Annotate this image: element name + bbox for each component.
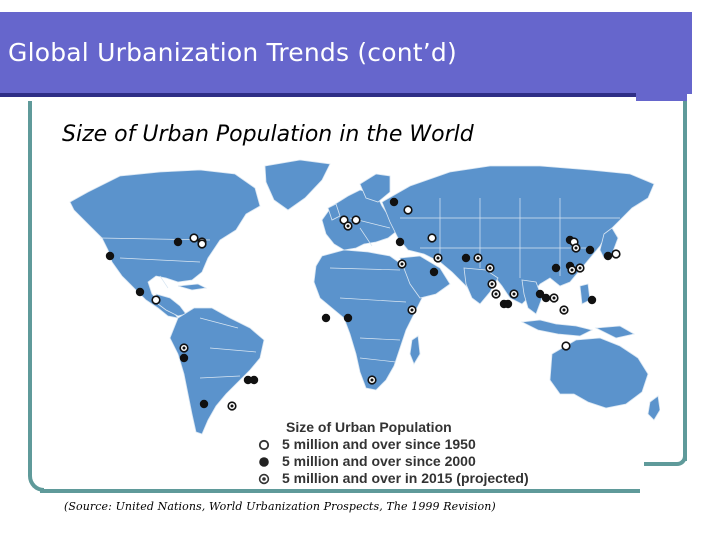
city-marker-since-2000 [461,253,471,263]
legend-label: 5 million and over since 1950 [282,436,476,452]
city-marker-2015 [343,221,353,231]
frame-corner-left [28,456,44,492]
greenland [264,159,331,211]
city-marker-since-1950 [561,341,571,351]
city-marker-since-1950 [197,239,207,249]
open-circle-icon [258,439,270,450]
city-marker-since-2000 [395,237,405,247]
border-lines [99,198,620,379]
city-marker-since-2000 [541,293,551,303]
city-marker-2015 [179,343,189,353]
frame-corner-right [644,456,687,466]
city-marker-2015 [567,265,577,275]
city-marker-since-2000 [243,375,253,385]
city-marker-since-2000 [199,399,209,409]
madagascar [409,335,421,365]
city-marker-since-2000 [343,313,353,323]
legend-label: 5 million and over in 2015 (projected) [282,470,529,486]
legend-title: Size of Urban Population [286,419,452,435]
scandinavia [359,173,391,203]
city-marker-2015 [559,305,569,315]
city-marker-since-2000 [535,289,545,299]
title-bar [0,12,692,94]
frame-bottom [40,489,640,493]
city-marker-since-2000 [105,251,115,261]
map-subtitle: Size of Urban Population in the World [62,122,474,147]
asia [381,165,655,305]
city-marker-since-2000 [321,313,331,323]
new-zealand [647,395,660,421]
british-isles [327,203,341,221]
city-marker-2015 [433,253,443,263]
city-marker-since-2000 [551,263,561,273]
frame-top-right [636,93,687,101]
country-borders [99,198,620,379]
legend-item-2015-projected: 5 million and over in 2015 (projected) [258,470,558,487]
title-rule-highlight [0,97,636,101]
world-map [60,158,660,488]
central-america [155,293,187,317]
city-marker-since-2000 [173,237,183,247]
city-marker-2015 [571,243,581,253]
australia [549,337,649,409]
city-marker-2015 [407,305,417,315]
world-map-svg [69,159,660,435]
city-marker-2015 [491,289,501,299]
city-marker-since-2000 [249,375,259,385]
city-marker-2015 [473,253,483,263]
city-marker-since-1950 [403,205,413,215]
city-marker-2015 [575,263,585,273]
legend-item-since-2000: 5 million and over since 2000 [258,453,558,470]
city-marker-since-2000 [179,353,189,363]
north-america [69,169,261,319]
arabian-peninsula [399,255,451,299]
city-marker-since-1950 [351,215,361,225]
indonesia [520,319,594,337]
frame-left [28,101,32,461]
continents [69,159,660,435]
city-marker-2015 [487,279,497,289]
city-marker-since-1950 [427,233,437,243]
city-marker-since-2000 [587,295,597,305]
new-guinea [594,325,636,339]
city-marker-2015 [549,293,559,303]
south-america [169,307,265,435]
map-legend: Size of Urban Population 5 million and o… [258,418,558,487]
city-marker-since-2000 [429,267,439,277]
city-markers [105,197,621,411]
legend-item-since-1950: 5 million and over since 1950 [258,436,558,453]
city-marker-2015 [367,375,377,385]
ring-dot-icon [258,473,270,484]
city-marker-since-2000 [389,197,399,207]
frame-right [683,101,687,461]
southeast-asia [521,279,543,315]
filled-circle-icon [259,456,269,467]
legend-label: 5 million and over since 2000 [282,453,476,469]
city-marker-since-1950 [611,249,621,259]
source-citation: (Source: United Nations, World Urbanizat… [64,500,496,513]
city-marker-since-1950 [189,233,199,243]
city-marker-2015 [485,263,495,273]
city-marker-since-2000 [603,251,613,261]
slide-title: Global Urbanization Trends (cont’d) [8,38,457,67]
caribbean [177,283,208,291]
city-marker-2015 [227,401,237,411]
city-marker-2015 [397,259,407,269]
city-marker-2015 [509,289,519,299]
city-marker-since-2000 [585,245,595,255]
city-marker-since-2000 [503,299,513,309]
city-marker-since-2000 [135,287,145,297]
city-marker-since-1950 [151,295,161,305]
title-rule [0,93,636,97]
